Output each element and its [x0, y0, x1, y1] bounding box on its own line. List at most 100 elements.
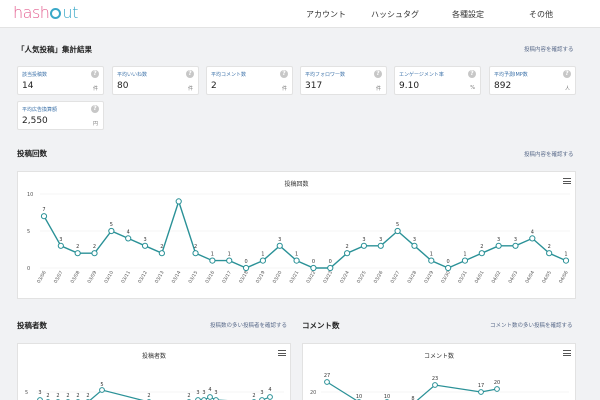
card-avg-likes: 平均いいね数 ? 80 件	[112, 66, 199, 95]
chart-menu-icon[interactable]	[278, 350, 286, 356]
card-label: 平均広告換算額	[22, 107, 58, 113]
card-label: 平均フォロワー数	[305, 72, 346, 78]
comments-chart-title: コメント数	[423, 353, 454, 360]
data-label: 1	[430, 252, 433, 258]
data-label: 0	[312, 259, 315, 265]
help-icon[interactable]: ?	[91, 105, 99, 113]
data-point	[428, 257, 435, 264]
comments-section-title: コメント数	[302, 321, 340, 330]
card-value: 80	[117, 81, 129, 91]
card-unit: 円	[92, 121, 98, 127]
help-icon[interactable]: ?	[280, 70, 288, 78]
data-point	[432, 382, 438, 388]
data-label: 4	[531, 229, 534, 235]
card-avg-imp: 平均予測IMP数 ? 892 人	[489, 66, 576, 95]
data-point	[91, 250, 98, 257]
nav-settings[interactable]: 各種設定	[452, 10, 484, 19]
data-label: 3	[202, 390, 205, 396]
x-tick-label: 03/11	[120, 270, 132, 285]
data-label: 10	[384, 394, 390, 400]
data-point	[546, 250, 553, 257]
y-tick-label: 5	[25, 390, 28, 396]
posts-section-link[interactable]: 投稿内容を確認する	[524, 152, 574, 158]
help-icon[interactable]: ?	[468, 70, 476, 78]
card-unit: 件	[375, 86, 381, 92]
x-tick-label: 04/02	[491, 270, 503, 285]
chart-menu-icon[interactable]	[563, 350, 571, 356]
data-label: 3	[514, 237, 517, 243]
card-avg-followers: 平均フォロワー数 ? 317 件	[300, 66, 387, 95]
data-point	[494, 386, 500, 392]
chart-menu-icon[interactable]	[563, 178, 571, 184]
data-point	[324, 379, 330, 385]
data-point	[293, 257, 300, 264]
data-point	[445, 264, 452, 272]
data-label: 3	[260, 390, 263, 396]
data-label: 2	[480, 244, 483, 250]
data-label: 2	[548, 244, 551, 250]
summary-link[interactable]: 投稿内容を確認する	[524, 47, 574, 53]
data-label: 3	[196, 390, 199, 396]
logo-ring-icon	[50, 8, 62, 19]
card-label: 平均いいね数	[117, 72, 148, 78]
data-label: 2	[46, 393, 49, 399]
data-point	[377, 242, 384, 249]
x-tick-label: 03/25	[356, 270, 368, 285]
data-point	[175, 198, 182, 205]
data-label: 3	[143, 237, 146, 243]
comments-chart-panel: コメント数 20 27 10 10 8 23 17 20	[302, 343, 576, 400]
posters-section-link[interactable]: 投稿数の多い投稿者を確認する	[210, 323, 288, 329]
posts-chart-title: 投稿回数	[284, 181, 309, 188]
data-label: 2	[346, 244, 349, 250]
nav-account[interactable]: アカウント	[306, 10, 346, 19]
card-unit: %	[470, 85, 475, 91]
data-point	[242, 264, 250, 272]
help-icon[interactable]: ?	[563, 70, 571, 78]
x-tick-label: 03/26	[373, 270, 385, 285]
data-label: 3	[278, 237, 281, 243]
data-point	[99, 387, 105, 393]
data-point	[411, 242, 418, 249]
series-line	[40, 389, 271, 400]
help-icon[interactable]: ?	[91, 70, 99, 78]
x-tick-label: 03/20	[272, 270, 284, 285]
data-label: 3	[413, 237, 416, 243]
data-label: 4	[268, 387, 271, 393]
data-point	[267, 394, 273, 400]
card-post-count: 該当投稿数 ? 14 件	[17, 66, 104, 95]
data-label: 2	[187, 393, 190, 399]
help-icon[interactable]: ?	[186, 70, 194, 78]
card-label: 該当投稿数	[22, 72, 48, 78]
card-value: 9.10	[399, 81, 420, 91]
data-label: 1	[564, 252, 567, 258]
y-tick-label: 10	[27, 192, 33, 198]
card-unit: 件	[281, 86, 287, 92]
card-avg-ad-value: 平均広告換算額 ? 2,550 円	[17, 101, 104, 130]
hashout-logo[interactable]: hash ut	[13, 3, 78, 22]
data-point	[192, 250, 199, 257]
posts-section-title: 投稿回数	[17, 149, 47, 158]
x-tick-label: 03/15	[187, 270, 199, 285]
x-tick-label: 04/04	[524, 270, 536, 285]
nav-hashtag[interactable]: ハッシュタグ	[371, 10, 419, 19]
card-unit: 件	[92, 86, 98, 92]
posters-line-chart: 5 3 2 2 2 2 252 2 3 3 4 3 2 3 4	[25, 382, 284, 400]
x-tick-label: 03/22	[305, 270, 317, 285]
data-point	[310, 264, 317, 272]
card-value: 2,550	[22, 116, 48, 126]
data-point	[276, 242, 283, 249]
data-point	[478, 250, 485, 257]
x-tick-label: 03/21	[288, 270, 300, 285]
data-label: 1	[295, 252, 298, 258]
help-icon[interactable]: ?	[374, 70, 382, 78]
data-label: 0	[447, 259, 450, 265]
data-label: 1	[463, 252, 466, 258]
comments-line-chart: 20 27 10 10 8 23 17 20	[310, 373, 569, 400]
data-point	[512, 242, 519, 249]
card-value: 14	[22, 81, 34, 91]
data-point	[394, 227, 401, 235]
x-tick-label: 04/01	[474, 270, 486, 285]
comments-section-link[interactable]: コメント数の多い投稿を確認する	[490, 323, 573, 329]
nav-other[interactable]: その他	[529, 10, 553, 19]
